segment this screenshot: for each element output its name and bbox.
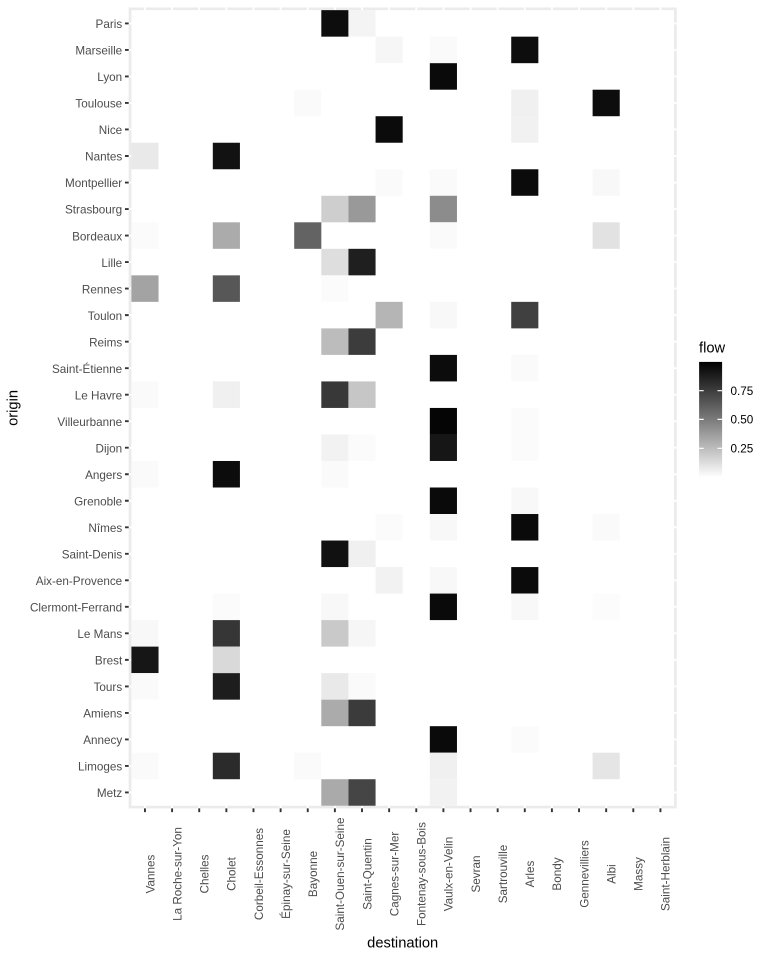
svg-text:Grenoble: Grenoble: [74, 495, 122, 508]
svg-text:Le Havre: Le Havre: [75, 389, 122, 402]
svg-text:Villeurbanne: Villeurbanne: [57, 416, 122, 429]
svg-text:0.50: 0.50: [731, 414, 754, 427]
svg-text:Chelles: Chelles: [199, 854, 212, 893]
svg-text:Massy: Massy: [633, 857, 646, 891]
svg-text:Bondy: Bondy: [551, 857, 564, 890]
svg-text:La Roche-sur-Yon: La Roche-sur-Yon: [171, 827, 184, 921]
svg-text:flow: flow: [699, 341, 726, 357]
svg-text:Angers: Angers: [85, 469, 122, 482]
svg-text:Paris: Paris: [96, 18, 123, 31]
svg-text:Toulon: Toulon: [88, 310, 122, 323]
svg-text:0.25: 0.25: [731, 443, 754, 456]
svg-text:Saint-Étienne: Saint-Étienne: [52, 363, 122, 376]
svg-text:Le Mans: Le Mans: [77, 628, 122, 641]
svg-text:Toulouse: Toulouse: [75, 98, 122, 111]
svg-text:Tours: Tours: [94, 681, 123, 694]
svg-text:Nîmes: Nîmes: [88, 522, 122, 535]
svg-text:Saint-Denis: Saint-Denis: [62, 549, 123, 562]
svg-text:Corbeil-Essonnes: Corbeil-Essonnes: [253, 828, 266, 920]
svg-text:origin: origin: [6, 390, 22, 426]
svg-text:Annecy: Annecy: [83, 734, 122, 747]
svg-text:Épinay-sur-Seine: Épinay-sur-Seine: [280, 829, 293, 919]
svg-text:Bordeaux: Bordeaux: [72, 230, 122, 243]
svg-text:Montpellier: Montpellier: [65, 177, 122, 190]
svg-text:Vannes: Vannes: [144, 854, 157, 893]
svg-text:Arles: Arles: [524, 861, 537, 888]
svg-text:Saint-Ouen-sur-Seine: Saint-Ouen-sur-Seine: [334, 817, 347, 930]
svg-text:Gennevilliers: Gennevilliers: [578, 840, 591, 908]
svg-text:Brest: Brest: [95, 655, 123, 668]
svg-text:Rennes: Rennes: [82, 283, 122, 296]
svg-text:Sevran: Sevran: [470, 855, 483, 892]
svg-text:Bayonne: Bayonne: [307, 851, 320, 897]
svg-text:Vaulx-en-Velin: Vaulx-en-Velin: [443, 837, 456, 912]
svg-text:Saint-Quentin: Saint-Quentin: [361, 838, 374, 909]
svg-text:Limoges: Limoges: [78, 761, 122, 774]
svg-text:0.75: 0.75: [731, 385, 754, 398]
svg-text:Albi: Albi: [605, 864, 618, 884]
svg-text:Lyon: Lyon: [97, 71, 122, 84]
svg-text:Cholet: Cholet: [226, 856, 239, 891]
svg-text:Aix-en-Provence: Aix-en-Provence: [36, 575, 122, 588]
svg-text:Reims: Reims: [89, 336, 122, 349]
svg-text:Fontenay-sous-Bois: Fontenay-sous-Bois: [416, 822, 429, 926]
svg-text:Nice: Nice: [99, 124, 122, 137]
svg-text:Sartrouville: Sartrouville: [497, 845, 510, 903]
svg-text:Dijon: Dijon: [96, 442, 123, 455]
svg-text:Lille: Lille: [101, 257, 122, 270]
svg-text:Metz: Metz: [97, 787, 122, 800]
svg-text:Saint-Herblain: Saint-Herblain: [660, 837, 673, 911]
svg-text:Marseille: Marseille: [75, 45, 122, 58]
svg-text:Cagnes-sur-Mer: Cagnes-sur-Mer: [388, 832, 401, 917]
svg-text:Nantes: Nantes: [85, 151, 122, 164]
svg-text:Strasbourg: Strasbourg: [65, 204, 122, 217]
svg-text:Amiens: Amiens: [83, 708, 122, 721]
svg-text:destination: destination: [367, 936, 438, 952]
svg-text:Clermont-Ferrand: Clermont-Ferrand: [30, 602, 122, 615]
